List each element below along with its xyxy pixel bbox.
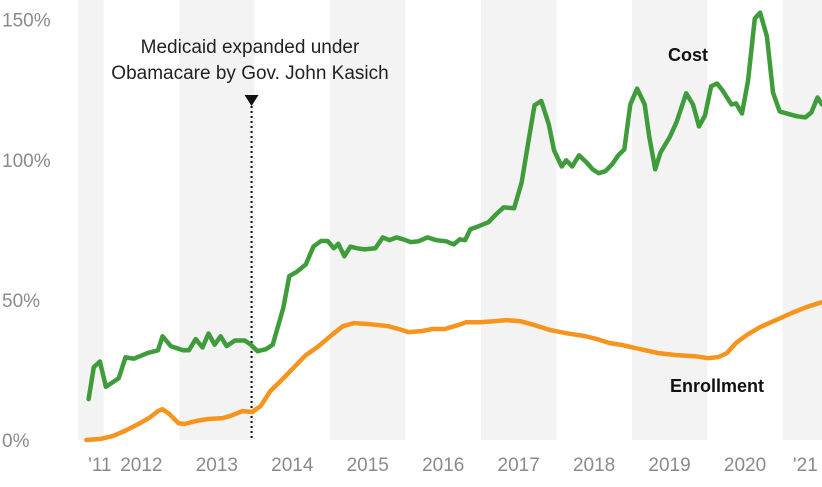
y-tick-label: 150% <box>2 11 51 32</box>
x-tick-label: 2016 <box>422 455 464 476</box>
year-band <box>782 0 822 440</box>
series-line <box>86 10 822 402</box>
x-tick-label: '11 <box>88 455 111 476</box>
series-label: Enrollment <box>670 376 764 396</box>
year-band <box>179 0 255 440</box>
x-tick-label: 2012 <box>120 455 162 476</box>
year-band <box>631 0 708 440</box>
y-tick-label: 100% <box>2 151 51 172</box>
series-label: Cost <box>668 45 708 65</box>
x-tick-label: 2015 <box>347 455 389 476</box>
y-tick-label: 50% <box>2 291 40 312</box>
annotation-text: Obamacare by Gov. John Kasich <box>111 63 388 84</box>
x-tick-label: '21 <box>793 455 818 476</box>
x-tick-label: 2017 <box>498 455 540 476</box>
annotation-text: Medicaid expanded under <box>141 37 360 58</box>
series-line <box>84 299 822 443</box>
x-tick-label: 2019 <box>648 455 690 476</box>
year-bands <box>78 0 822 440</box>
annotation-arrow <box>244 95 259 106</box>
x-tick-label: 2020 <box>724 455 766 476</box>
y-tick-label: 0% <box>2 431 30 452</box>
x-tick-label: 2014 <box>271 455 314 476</box>
x-tick-label: 2018 <box>573 455 615 476</box>
year-band <box>330 0 406 440</box>
x-tick-label: 2013 <box>196 455 238 476</box>
